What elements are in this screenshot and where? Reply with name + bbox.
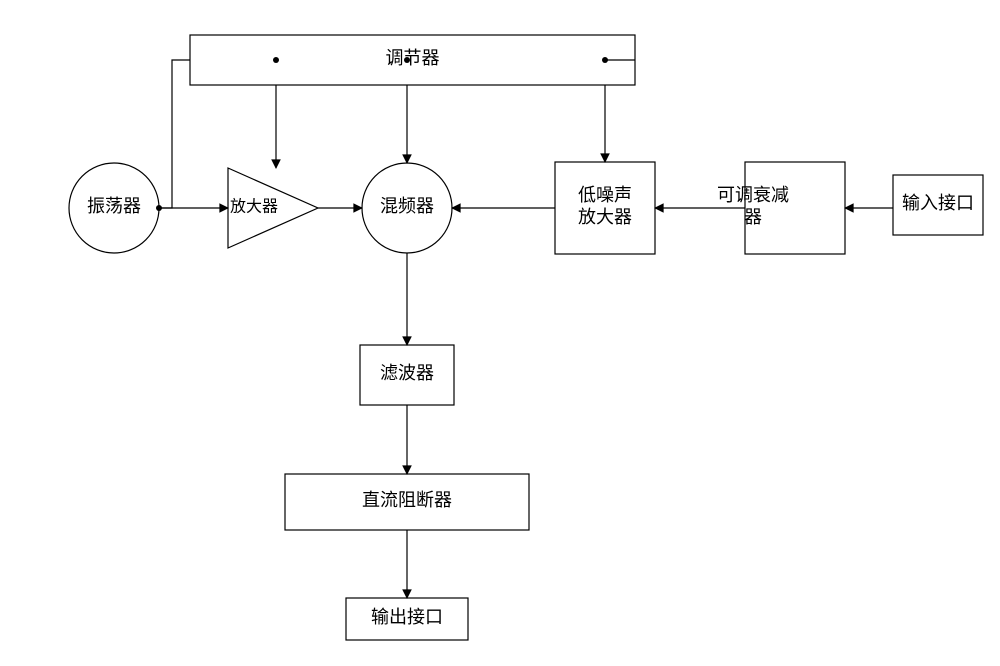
- node-lna: 低噪声放大器: [555, 162, 655, 254]
- node-output: 输出接口: [346, 598, 468, 640]
- node-label: 调节器: [386, 48, 440, 68]
- node-dc_blocker: 直流阻断器: [285, 474, 529, 530]
- node-label: 振荡器: [87, 196, 141, 216]
- junction-dot: [273, 57, 279, 63]
- node-label: 放大器: [230, 198, 278, 216]
- node-regulator: 调节器: [190, 35, 635, 85]
- node-label: 混频器: [380, 196, 434, 216]
- node-label: 滤波器: [380, 363, 434, 383]
- node-filter: 滤波器: [360, 345, 454, 405]
- node-amplifier: 放大器: [228, 168, 318, 248]
- node-label: 器: [744, 207, 762, 227]
- node-label: 低噪声: [578, 185, 632, 205]
- node-label: 输入接口: [902, 193, 974, 213]
- node-label: 输出接口: [371, 607, 443, 627]
- node-oscillator: 振荡器: [69, 163, 159, 253]
- node-label: 直流阻断器: [362, 490, 452, 510]
- edge-oscillator-regulator: [159, 60, 190, 208]
- node-label: 放大器: [578, 207, 632, 227]
- node-mixer: 混频器: [362, 163, 452, 253]
- node-input: 输入接口: [893, 175, 983, 235]
- node-label: 可调衰减: [717, 185, 789, 205]
